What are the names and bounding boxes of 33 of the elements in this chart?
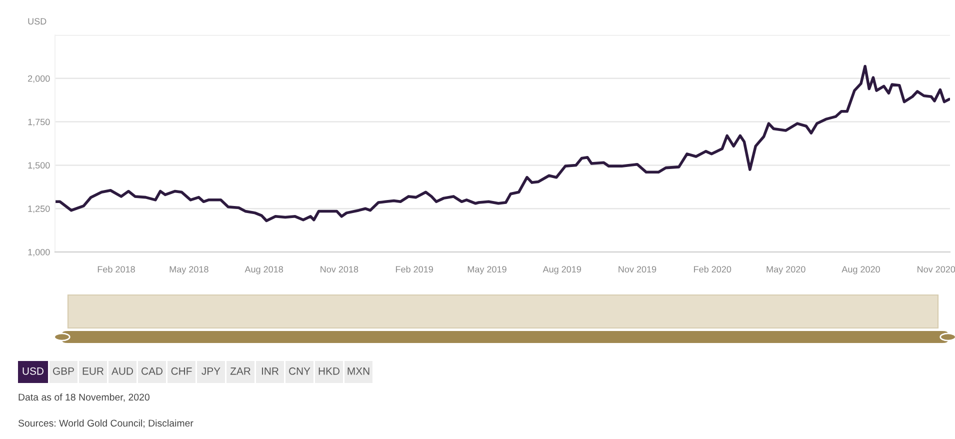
text: HKD: [318, 368, 340, 375]
text: USD: [22, 367, 44, 375]
line-series: [55, 64, 950, 222]
text: CNY: [289, 367, 310, 375]
y-tick-label: 1,750: [28, 118, 50, 126]
text: CAD: [142, 367, 162, 375]
x-tick-label: Aug 2018: [244, 266, 283, 274]
x-tick-label: Nov 2019: [618, 266, 656, 273]
text: EUR: [82, 368, 104, 375]
text: ZAR: [230, 368, 250, 375]
text: GBP: [53, 367, 74, 375]
text: AUD: [112, 368, 133, 375]
source-note: Sources: World Gold Council; Disclaimer: [18, 419, 194, 428]
x-tick-label: May 2020: [766, 266, 806, 274]
y-tick-label: 1,250: [28, 206, 50, 214]
text: JPY: [202, 368, 220, 375]
text: INR: [262, 368, 278, 375]
text: CHF: [171, 367, 192, 375]
x-tick-label: Feb 2020: [694, 266, 732, 273]
text: MXN: [348, 368, 370, 375]
x-tick-label: Nov 2020: [918, 266, 955, 273]
y-tick-label: 2,000: [28, 75, 50, 83]
x-tick-label: Feb 2018: [98, 266, 135, 273]
x-tick-label: May 2019: [468, 266, 506, 274]
y-tick-label: 1,500: [28, 162, 50, 170]
text: Data as of 18 November, 2020: [18, 393, 150, 402]
x-tick-label: Feb 2019: [396, 266, 433, 273]
x-tick-label: Nov 2018: [320, 266, 358, 273]
x-tick-label: May 2018: [170, 266, 208, 274]
y-tick-label: 1,000: [28, 248, 50, 256]
x-tick-label: Aug 2020: [842, 266, 880, 274]
x-tick-label: Aug 2019: [542, 266, 582, 274]
y-axis-title: USD: [28, 18, 46, 25]
